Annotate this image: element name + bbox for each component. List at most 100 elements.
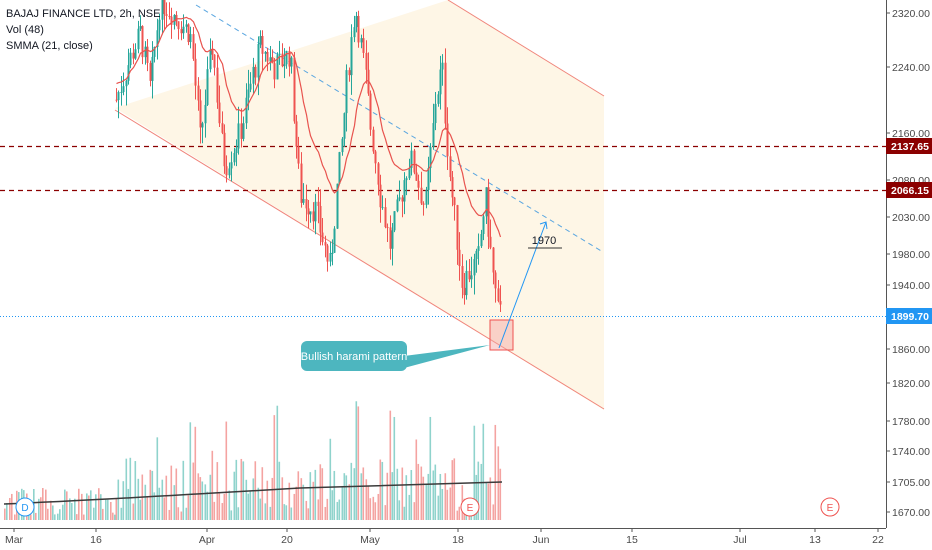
volume-bar	[137, 478, 140, 520]
candle-body	[189, 34, 192, 43]
price-label-box[interactable]	[886, 138, 932, 154]
volume-bar	[81, 493, 83, 520]
candle-body	[158, 19, 161, 31]
y-tick-label: 1980.00	[892, 249, 930, 261]
candle-body	[374, 151, 377, 164]
candle-body	[132, 52, 135, 59]
volume-bar	[177, 507, 180, 520]
candle-body	[345, 70, 348, 114]
volume-bar	[338, 499, 341, 520]
volume-bar	[415, 439, 418, 520]
volume-bar	[329, 438, 332, 520]
candle-body	[261, 36, 264, 54]
volume-bar	[30, 514, 32, 520]
volume-bar	[477, 461, 480, 520]
candle-body	[432, 123, 435, 148]
dashed-trendline[interactable]	[195, 4, 604, 253]
volume-bar	[290, 507, 293, 520]
volume-bar	[66, 491, 68, 520]
target-arrow-line[interactable]	[498, 221, 547, 349]
event-marker-e[interactable]	[460, 497, 480, 517]
volume-bar	[218, 493, 221, 520]
volume-bar	[257, 487, 260, 520]
candle-body	[497, 288, 500, 302]
volume-bar	[38, 498, 40, 520]
candle-body	[314, 201, 317, 222]
volume-bar	[132, 503, 135, 520]
price-label-box[interactable]	[886, 182, 932, 198]
volume-bar	[307, 508, 310, 520]
candle-body	[192, 34, 195, 59]
volume-bar	[357, 406, 360, 520]
legend-symbol[interactable]: BAJAJ FINANCE LTD, 2h, NSE	[6, 8, 161, 20]
volume-bar	[369, 498, 372, 520]
price-label-box[interactable]	[886, 308, 932, 324]
candle-body	[312, 211, 315, 222]
volume-bar	[59, 509, 61, 520]
candle-body	[396, 199, 399, 212]
candle-body	[120, 91, 123, 93]
y-tick-label: 2240.00	[892, 62, 930, 74]
candle-body	[141, 26, 144, 58]
legend-smma[interactable]: SMMA (21, close)	[6, 40, 93, 52]
volume-bar	[492, 504, 495, 520]
target-label[interactable]: 1970	[532, 235, 556, 247]
candle-body	[331, 252, 334, 254]
candle-body	[230, 162, 233, 169]
candle-body	[434, 103, 437, 124]
volume-bar	[401, 467, 404, 520]
harami-box[interactable]	[489, 319, 514, 351]
volume-bar	[11, 493, 13, 520]
volume-bar	[76, 514, 78, 520]
volume-bar	[293, 493, 296, 520]
volume-bar	[151, 470, 154, 520]
volume-bar	[321, 468, 324, 520]
volume-bar	[127, 488, 130, 520]
candle-body	[156, 30, 159, 47]
y-tick-label: 1670.00	[892, 507, 930, 519]
volume-bar	[4, 508, 6, 520]
event-marker-e[interactable]	[820, 497, 840, 517]
candle-body	[477, 246, 480, 251]
volume-bar	[78, 488, 80, 520]
channel-upper-line[interactable]	[447, 0, 605, 97]
target-arrow-head	[539, 221, 548, 230]
volume-ma-line[interactable]	[3, 481, 503, 505]
volume-bar	[384, 505, 387, 520]
candle-body	[482, 216, 485, 235]
volume-bar	[163, 497, 166, 520]
volume-bar	[408, 494, 411, 520]
volume-bar	[144, 484, 147, 520]
volume-bar	[410, 470, 413, 520]
volume-bar	[367, 486, 370, 520]
volume-bar	[362, 467, 365, 520]
candle-body	[473, 258, 476, 276]
legend-volume[interactable]: Vol (48)	[6, 24, 44, 36]
callout-box[interactable]	[301, 341, 407, 371]
volume-bar	[348, 484, 351, 520]
volume-bar	[333, 470, 336, 520]
x-tick-label: 13	[809, 534, 821, 546]
candle-body	[413, 150, 416, 173]
volume-bar	[247, 493, 250, 520]
candle-body	[494, 272, 497, 289]
candle-body	[353, 27, 356, 38]
event-marker-d[interactable]	[15, 497, 35, 517]
volume-bar	[64, 489, 66, 520]
volume-bar	[161, 479, 164, 520]
volume-bar	[429, 416, 432, 520]
candle-body	[461, 266, 464, 288]
volume-bar	[389, 410, 392, 520]
volume-bar	[405, 475, 408, 520]
candle-body	[348, 70, 351, 76]
smma-line[interactable]	[116, 16, 502, 238]
volume-bar	[156, 437, 159, 520]
channel-lower-line[interactable]	[114, 109, 605, 410]
volume-bar	[189, 422, 192, 520]
candle-body	[144, 46, 147, 58]
candle-body	[458, 249, 461, 267]
volume-bar	[381, 461, 384, 520]
candle-body	[465, 270, 468, 296]
candle-body	[249, 83, 252, 90]
